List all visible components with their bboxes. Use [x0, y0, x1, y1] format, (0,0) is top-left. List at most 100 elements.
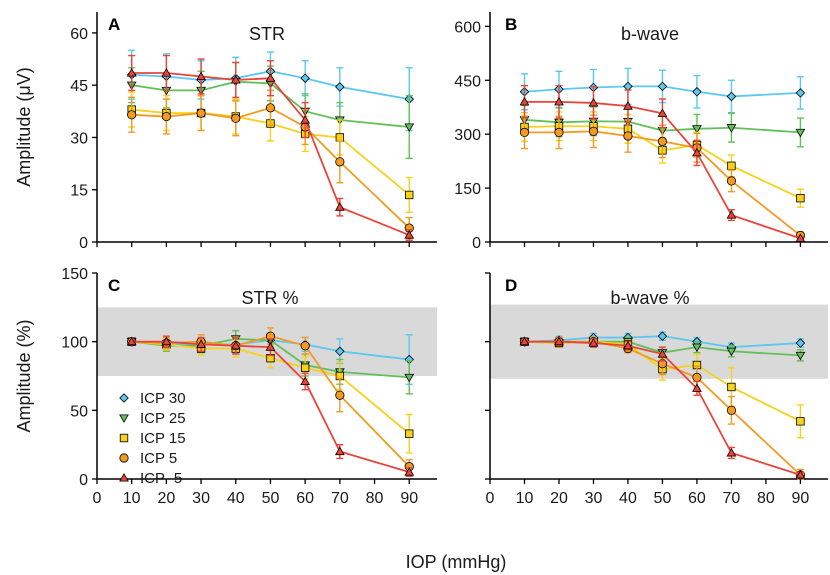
data-point	[796, 193, 805, 203]
panel-a: 0 15 30 45 60 A STR Amplitude (μV)	[14, 12, 437, 252]
data-point	[726, 124, 737, 133]
data-point	[692, 147, 702, 157]
data-point	[795, 469, 806, 479]
panel-c-x-tick-label: 80	[366, 490, 384, 507]
panel-a-y-tick-label: 30	[70, 130, 88, 147]
data-point	[726, 447, 737, 457]
data-point	[726, 347, 737, 357]
panel-c-y-tick-label: 50	[70, 403, 88, 420]
data-point	[265, 73, 276, 82]
panel-c-y-tick-label: 150	[61, 266, 88, 283]
legend-marker	[119, 393, 129, 403]
legend-marker	[119, 453, 129, 463]
panel-d-x-tick-label: 20	[550, 490, 568, 507]
data-point	[335, 390, 345, 400]
series-line	[131, 72, 410, 236]
data-point	[300, 341, 310, 351]
panel-b-y-tick-label: 600	[454, 19, 481, 36]
panel-a-letter: A	[108, 15, 120, 34]
panel-b-title: b-wave	[621, 24, 679, 44]
data-point	[519, 127, 530, 137]
data-point	[335, 133, 345, 142]
data-point	[127, 110, 137, 120]
data-point	[795, 128, 806, 138]
panel-c-x-tick-label: 0	[93, 490, 102, 507]
panel-d-series-icpneg5	[519, 336, 806, 479]
panel-b-series-icpneg5	[519, 84, 806, 242]
data-point	[404, 123, 415, 133]
series-line	[524, 340, 801, 476]
panel-c-y-tick-label: 100	[61, 335, 88, 352]
data-point	[623, 340, 633, 350]
legend-label: ICP 5	[140, 450, 177, 467]
series-line	[131, 108, 410, 196]
legend-label: ICP -5	[140, 470, 182, 487]
panel-c-series-icpneg5	[126, 335, 415, 477]
data-point	[623, 131, 633, 141]
legend-marker	[119, 472, 129, 482]
legend-label: ICP 15	[140, 430, 186, 447]
panel-d-x-tick-label: 80	[757, 490, 775, 507]
panel-c-x-tick-label: 20	[157, 490, 175, 507]
panel-b-y-tick-label: 300	[454, 127, 481, 144]
panel-d-x-tick-label: 90	[792, 490, 810, 507]
panel-d-x-tick-label: 60	[688, 490, 706, 507]
data-point	[404, 373, 415, 383]
data-point	[126, 336, 137, 346]
data-point	[726, 405, 737, 415]
data-point	[657, 108, 668, 117]
legend: ICP 30 ICP 25 ICP 15 ICP 5 ICP -5	[119, 390, 186, 487]
data-point	[726, 176, 737, 186]
data-point	[554, 336, 564, 346]
data-point	[554, 127, 564, 137]
panel-a-title: STR	[249, 24, 285, 44]
panel-a-y-tick-label: 0	[79, 235, 88, 252]
data-point	[657, 331, 668, 341]
shared-x-axis-title: IOP (mmHg)	[406, 552, 507, 572]
data-point	[405, 190, 414, 200]
data-point	[588, 97, 599, 107]
series-line	[131, 340, 410, 435]
panel-c-x-tick-label: 40	[227, 490, 245, 507]
series-line	[131, 70, 410, 101]
data-point	[692, 87, 702, 97]
series-line	[524, 335, 801, 349]
panel-a-y-axis-title: Amplitude (μV)	[14, 67, 34, 186]
data-point	[727, 382, 736, 392]
panel-a-y-tick-label: 60	[70, 26, 88, 43]
data-point	[554, 96, 564, 106]
legend-entry: ICP 15	[119, 430, 186, 447]
data-point	[795, 338, 806, 348]
data-point	[334, 446, 345, 456]
panel-a-y-tick-label: 15	[70, 183, 88, 200]
data-point	[588, 338, 599, 347]
panel-b-y-tick-label: 450	[454, 73, 481, 90]
data-point	[657, 349, 668, 358]
data-point	[588, 126, 599, 136]
panel-b-y-tick-label: 150	[454, 181, 481, 198]
panel-b-y-tick-label: 0	[472, 235, 481, 252]
panel-a-series-icpneg5	[126, 54, 415, 241]
data-point	[795, 351, 806, 361]
panel-a-y-tick-label: 45	[70, 78, 88, 95]
data-point	[300, 363, 310, 372]
series-line	[131, 340, 410, 473]
panel-c-letter: C	[108, 276, 120, 295]
data-point	[657, 81, 668, 92]
panel-d-x-tick-label: 0	[486, 490, 495, 507]
panel-c-x-tick-label: 30	[192, 490, 210, 507]
data-point	[126, 67, 137, 77]
data-point	[196, 339, 206, 348]
data-point	[196, 71, 206, 81]
legend-marker	[119, 433, 129, 443]
series-line	[524, 130, 801, 237]
panel-d-x-tick-label: 50	[654, 490, 672, 507]
panel-c-x-tick-label: 70	[331, 490, 349, 507]
panel-c-y-tick-label: 0	[79, 472, 88, 489]
panel-b-series-icp5	[519, 114, 806, 241]
data-point	[161, 111, 171, 122]
data-point	[404, 467, 415, 476]
legend-label: ICP 30	[140, 390, 186, 407]
